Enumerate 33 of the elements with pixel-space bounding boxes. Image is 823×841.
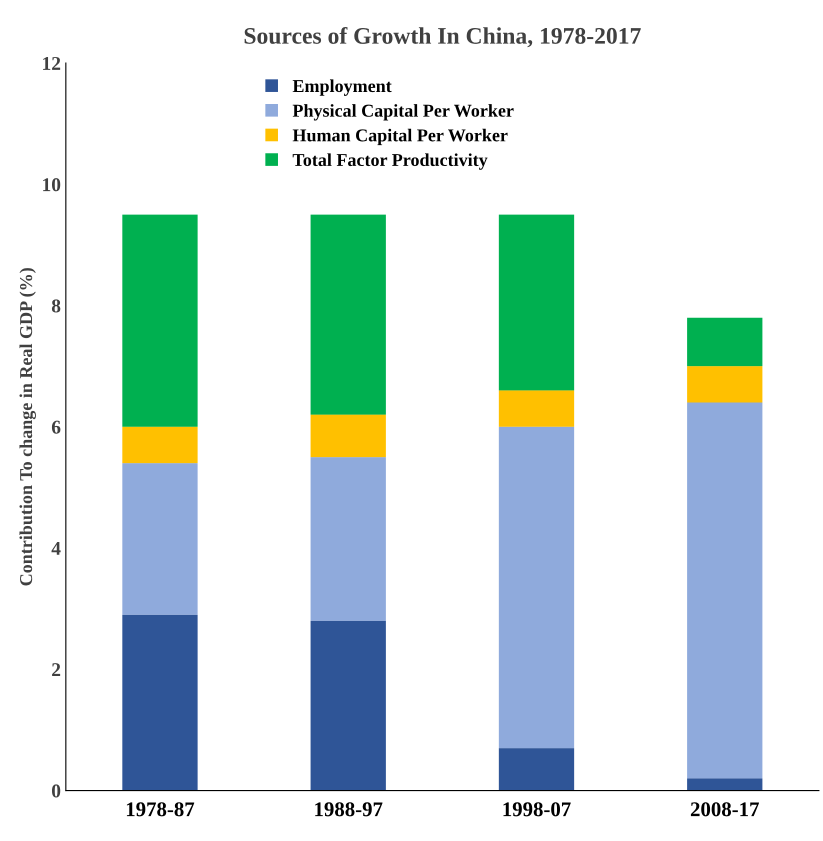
bar xyxy=(310,414,386,458)
y-tick-label: 2 xyxy=(52,663,60,676)
chart-title: Sources of Growth In China, 1978-2017 xyxy=(244,27,641,48)
bar xyxy=(122,463,198,615)
bar xyxy=(498,748,574,791)
x-tick-label: 1978-87 xyxy=(126,802,194,816)
bar xyxy=(122,614,198,791)
bar xyxy=(687,778,762,791)
y-tick-label: 6 xyxy=(52,420,60,434)
bar xyxy=(310,620,386,791)
legend-label: Employment xyxy=(292,79,392,96)
bar xyxy=(310,214,386,415)
y-tick-label: 10 xyxy=(43,178,60,192)
bar xyxy=(498,390,574,427)
bar xyxy=(687,402,762,778)
y-tick-label: 4 xyxy=(52,542,61,555)
x-tick-label: 1998-07 xyxy=(503,802,571,816)
bar xyxy=(498,214,574,390)
y-axis-title: Contribution To change in Real GDP (%) xyxy=(19,268,36,586)
legend-label: Human Capital Per Worker xyxy=(292,128,508,146)
y-tick-label: 8 xyxy=(52,299,60,312)
bar xyxy=(498,426,574,748)
x-tick-label: 2008-17 xyxy=(690,802,759,816)
bar xyxy=(122,426,198,464)
legend-label: Physical Capital Per Worker xyxy=(292,104,514,121)
x-tick-label: 1988-97 xyxy=(315,802,382,816)
y-tick-label: 12 xyxy=(43,56,60,70)
bar xyxy=(687,318,762,366)
bar xyxy=(687,366,762,403)
y-tick-label: 0 xyxy=(52,784,60,798)
bar xyxy=(122,214,198,427)
bar xyxy=(310,457,386,621)
legend-label: Total Factor Productivity xyxy=(292,153,488,170)
